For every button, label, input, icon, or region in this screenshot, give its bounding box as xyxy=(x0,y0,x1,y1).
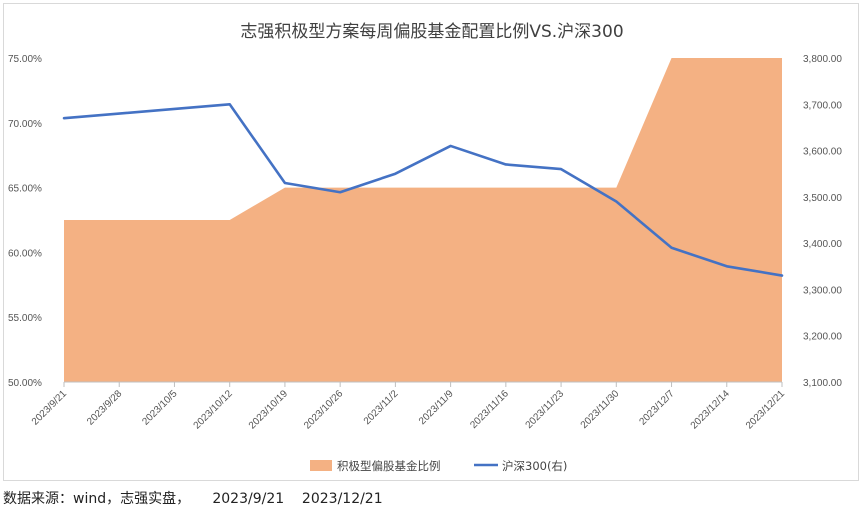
x-tick-label: 2023/11/30 xyxy=(579,388,622,431)
x-tick-label: 2023/10/12 xyxy=(192,388,235,431)
plot-area: 2023/9/21 2023/9/28 2023/10/5 2023/10/12 202… xyxy=(8,54,842,432)
x-tick-label: 2023/10/5 xyxy=(140,388,180,428)
x-tick-label: 2023/9/28 xyxy=(85,388,125,428)
x-tick-label: 2023/10/26 xyxy=(302,388,345,431)
x-tick-label: 2023/11/9 xyxy=(417,388,456,427)
y-right-tick-label: 3,300.00 xyxy=(803,285,842,296)
y-left-tick-label: 60.00% xyxy=(8,248,42,259)
y-left-tick-label: 65.00% xyxy=(8,184,42,195)
y-left-tick-label: 70.00% xyxy=(8,119,42,130)
footer-source-note: 数据来源：wind，志强实盘， 2023/9/21 2023/12/21 xyxy=(3,491,383,507)
legend-label-line: 沪深300(右) xyxy=(502,459,567,473)
x-tick-label: 2023/11/2 xyxy=(362,388,401,427)
chart-svg: 志强积极型方案每周偏股基金配置比例VS.沪深300 2023/9/21 2023/… xyxy=(8,22,842,473)
y-left-tick-label: 50.00% xyxy=(8,378,42,389)
area-series-equity-fund-ratio xyxy=(64,58,782,382)
x-tick-label: 2023/9/21 xyxy=(30,388,70,428)
chart-title: 志强积极型方案每周偏股基金配置比例VS.沪深300 xyxy=(240,22,623,42)
legend: 积极型偏股基金比例 沪深300(右) xyxy=(310,459,567,473)
y-right-tick-label: 3,200.00 xyxy=(803,332,842,343)
chart-frame: 志强积极型方案每周偏股基金配置比例VS.沪深300 2023/9/21 2023/… xyxy=(3,3,859,481)
legend-label-area: 积极型偏股基金比例 xyxy=(337,459,441,473)
x-tick-label: 2023/10/19 xyxy=(247,388,290,431)
y-right-tick-label: 3,500.00 xyxy=(803,193,842,204)
y-right-tick-label: 3,800.00 xyxy=(803,54,842,65)
x-tick-label: 2023/12/21 xyxy=(744,388,787,431)
x-tick-label: 2023/12/14 xyxy=(689,388,732,431)
y-right-tick-label: 3,100.00 xyxy=(803,378,842,389)
y-right-tick-label: 3,700.00 xyxy=(803,100,842,111)
y-right-tick-label: 3,600.00 xyxy=(803,147,842,158)
y-left-tick-label: 55.00% xyxy=(8,313,42,324)
y-left-tick-label: 75.00% xyxy=(8,54,42,65)
line-series-csi300 xyxy=(62,102,784,277)
x-tick-label: 2023/11/23 xyxy=(524,388,567,431)
x-tick-label: 2023/12/7 xyxy=(637,388,677,428)
y-right-tick-label: 3,400.00 xyxy=(803,239,842,250)
x-tick-label: 2023/11/16 xyxy=(468,388,511,431)
legend-swatch-area xyxy=(310,460,332,471)
